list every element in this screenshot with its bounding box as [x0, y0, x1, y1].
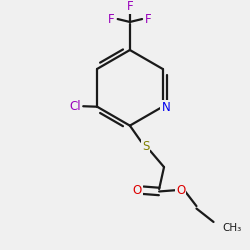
Text: F: F — [145, 12, 152, 26]
Text: N: N — [162, 101, 170, 114]
Text: O: O — [176, 184, 185, 197]
Text: CH₃: CH₃ — [223, 223, 242, 233]
Text: S: S — [142, 140, 150, 153]
Text: F: F — [126, 0, 133, 13]
Text: Cl: Cl — [70, 100, 81, 113]
Text: O: O — [132, 184, 142, 197]
Text: F: F — [108, 12, 114, 26]
